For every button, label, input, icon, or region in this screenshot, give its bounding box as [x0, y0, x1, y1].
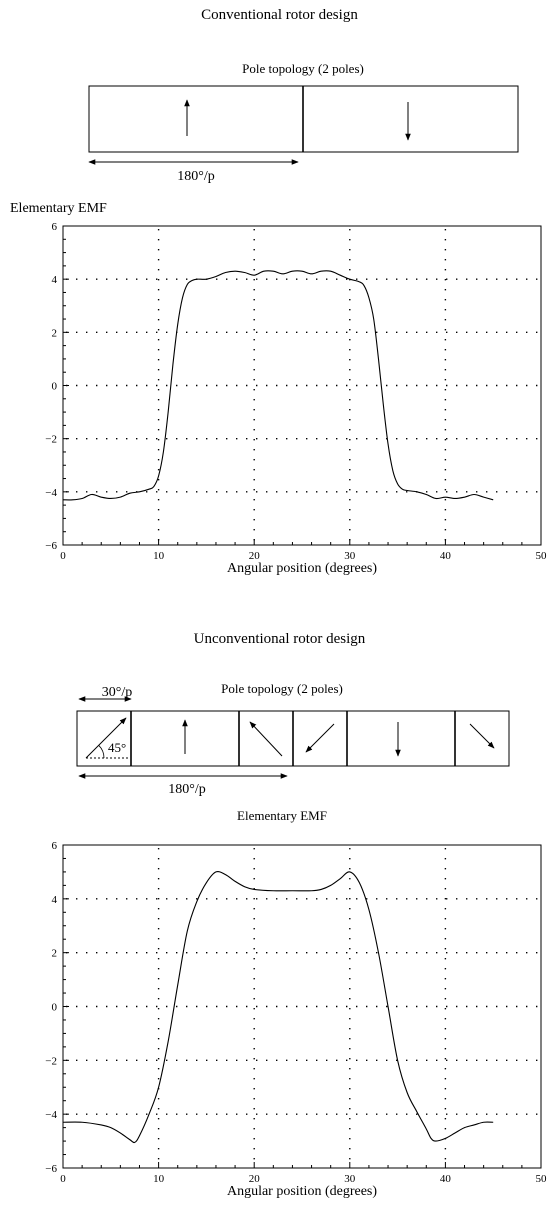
angle-arc	[98, 745, 105, 759]
x-tick-label: 10	[153, 1173, 165, 1185]
emf-chart-conventional: −6 −4 −2 0 2 4 6 0 10 20 30 40 50 Angular position (d…	[45, 221, 547, 576]
emf-series-line	[62, 270, 494, 501]
topology-title-unconventional: Pole topology (2 poles)	[221, 681, 343, 696]
magnet-arrow-45	[85, 717, 127, 759]
magnet-arrow-135	[249, 721, 283, 757]
pole-topology-unconventional: 45°	[76, 710, 510, 767]
section-heading-conventional: Conventional rotor design	[201, 7, 358, 23]
y-tick-label: 4	[52, 894, 58, 906]
pole-pitch-label: 180°/p	[177, 169, 215, 184]
emf-chart-unconventional: −6 −4 −2 0 2 4 6 0 10 20 30 40 50 Angular position (d…	[45, 840, 547, 1199]
y-tick-label: −4	[45, 1109, 57, 1121]
angle-label: 45°	[108, 740, 126, 755]
x-tick-label: 30	[344, 1173, 356, 1185]
x-tick-label: 20	[249, 1173, 261, 1185]
pole-topology-conventional	[88, 85, 519, 153]
x-axis-label: Angular position (degrees)	[227, 1184, 377, 1199]
topology-title-conventional: Pole topology (2 poles)	[242, 61, 364, 76]
x-tick-label: 0	[60, 550, 66, 562]
plot-frame	[62, 225, 542, 546]
y-tick-label: 2	[52, 948, 58, 960]
x-tick-label: 50	[536, 550, 548, 562]
y-tick-label: 0	[52, 381, 58, 393]
y-tick-label: 0	[52, 1002, 58, 1014]
x-tick-label: 20	[249, 550, 261, 562]
y-tick-label: 2	[52, 327, 58, 339]
x-tick-label: 50	[536, 1173, 548, 1185]
magnet-arrow-225	[305, 723, 335, 753]
plot-frame	[62, 844, 542, 1169]
chart-2-title: Elementary EMF	[237, 808, 327, 823]
x-tick-label: 0	[60, 1173, 66, 1185]
y-tick-label: −2	[45, 1055, 57, 1067]
y-tick-label: 6	[52, 221, 58, 233]
x-axis-label: Angular position (degrees)	[227, 561, 377, 576]
section-heading-unconventional: Unconventional rotor design	[194, 631, 366, 647]
y-tick-label: 4	[52, 274, 58, 286]
chart-1-title: Elementary EMF	[10, 201, 107, 216]
x-tick-label: 30	[344, 550, 356, 562]
magnet-arrow-315	[469, 723, 495, 749]
y-tick-label: −4	[45, 487, 57, 499]
pole-pitch-label: 180°/p	[168, 782, 206, 797]
x-tick-label: 10	[153, 550, 165, 562]
y-tick-label: −6	[45, 1163, 57, 1175]
y-tick-label: −6	[45, 540, 57, 552]
x-tick-label: 40	[440, 550, 452, 562]
segment-label: 30°/p	[102, 685, 133, 700]
y-tick-label: −2	[45, 434, 57, 446]
emf-series-line	[62, 871, 494, 1144]
x-tick-label: 40	[440, 1173, 452, 1185]
y-tick-label: 6	[52, 840, 58, 852]
